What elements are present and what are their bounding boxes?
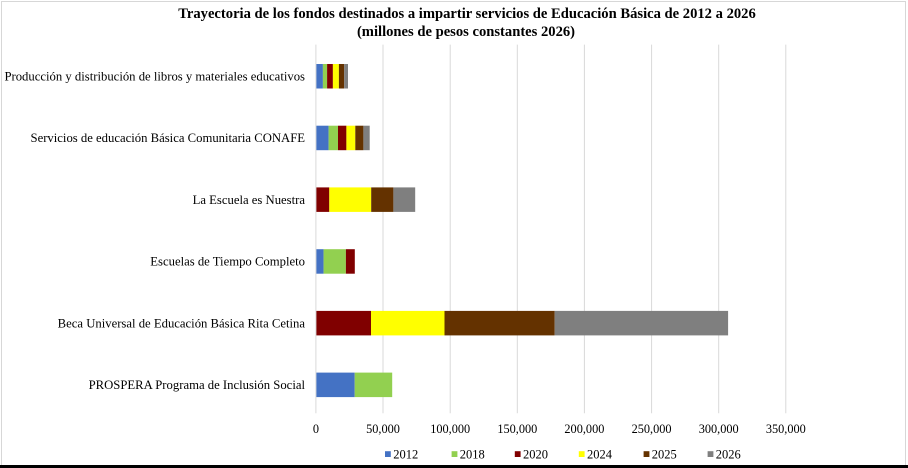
svg-text:2020: 2020 [523, 447, 548, 461]
svg-text:250,000: 250,000 [632, 422, 672, 436]
svg-text:200,000: 200,000 [564, 422, 604, 436]
svg-text:2024: 2024 [587, 447, 613, 461]
svg-text:100,000: 100,000 [430, 422, 470, 436]
svg-text:Beca Universal de Educación Bá: Beca Universal de Educación Básica Rita … [58, 316, 306, 330]
svg-text:La Escuela es Nuestra: La Escuela es Nuestra [193, 193, 306, 207]
svg-text:2018: 2018 [460, 447, 485, 461]
svg-text:50,000: 50,000 [366, 422, 400, 436]
svg-text:(millones de pesos constantes: (millones de pesos constantes 2026) [357, 24, 575, 40]
svg-text:0: 0 [313, 422, 319, 436]
svg-text:300,000: 300,000 [699, 422, 739, 436]
svg-text:150,000: 150,000 [497, 422, 537, 436]
svg-text:2025: 2025 [652, 447, 677, 461]
svg-text:Escuelas de Tiempo Completo: Escuelas de Tiempo Completo [150, 255, 305, 269]
svg-text:Servicios de educación Básica: Servicios de educación Básica Comunitari… [31, 131, 306, 145]
svg-text:350,000: 350,000 [766, 422, 806, 436]
svg-text:2012: 2012 [393, 447, 418, 461]
svg-text:PROSPERA Programa de Inclusión: PROSPERA Programa de Inclusión Social [89, 378, 306, 392]
svg-text:Trayectoria de los fondos dest: Trayectoria de los fondos destinados a i… [178, 6, 756, 22]
svg-text:Producción y distribución de l: Producción y distribución de libros y ma… [4, 69, 305, 83]
svg-text:2026: 2026 [716, 447, 741, 461]
